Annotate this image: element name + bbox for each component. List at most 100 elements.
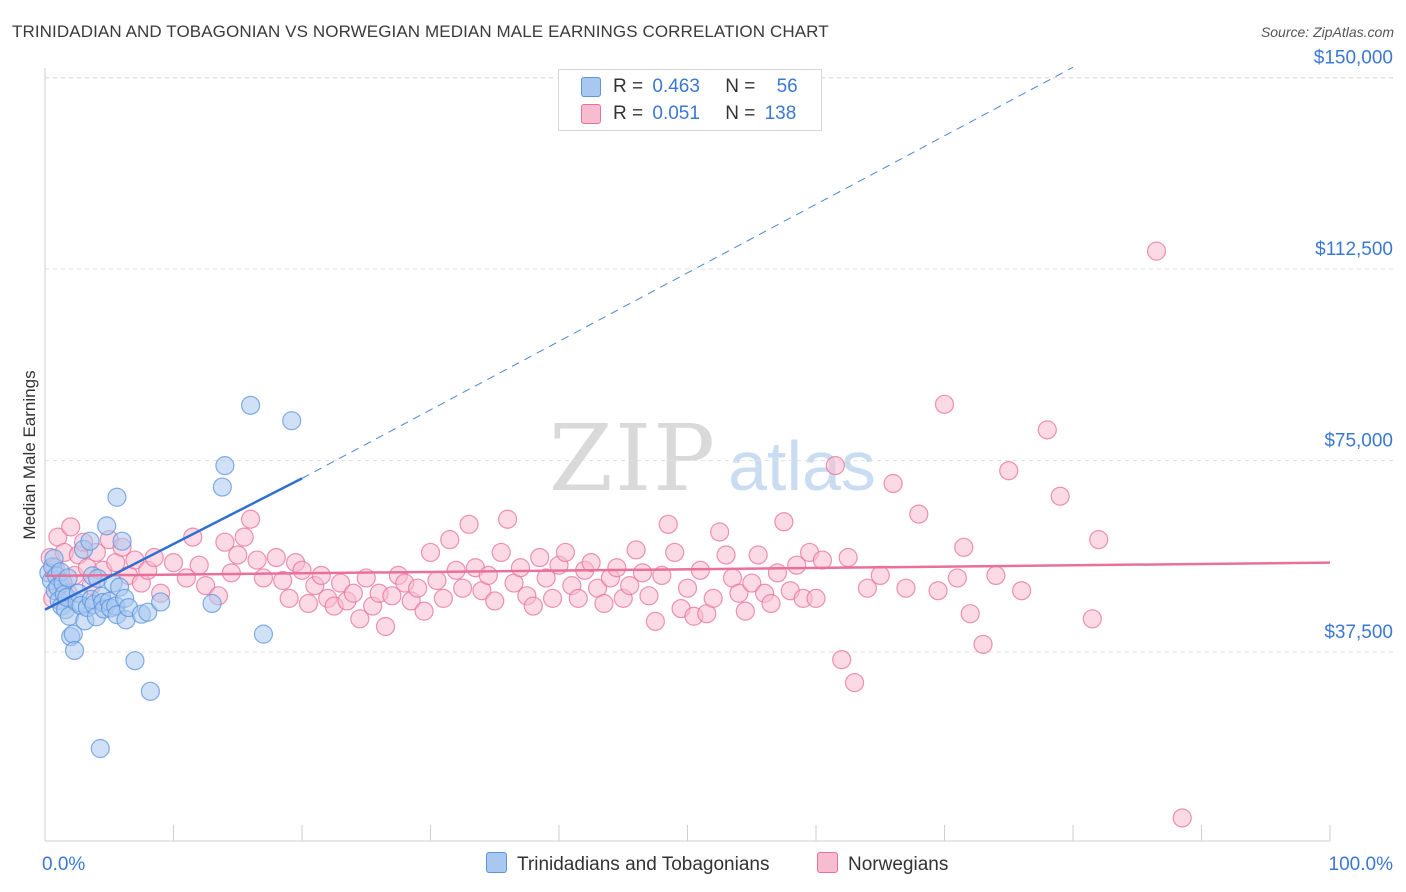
point-norwegian (215, 532, 235, 552)
point-norwegian (1146, 241, 1167, 261)
point-norwegian (498, 509, 518, 529)
point-norwegian (677, 578, 698, 598)
point-norwegian (954, 537, 974, 557)
point-norwegian (658, 514, 678, 534)
point-norwegian (414, 601, 434, 621)
point-norwegian (960, 604, 980, 624)
legend-r-value: 0.463 (652, 76, 700, 97)
point-norwegian (812, 550, 833, 570)
point-norwegian (774, 512, 794, 532)
point-trinidadian (64, 640, 85, 661)
point-norwegian (1037, 420, 1057, 440)
legend-r-label: R = (613, 103, 644, 124)
point-norwegian (626, 540, 646, 560)
point-trinidadian (80, 531, 100, 551)
point-trinidadian (215, 456, 235, 476)
bottom-legend-norwegian: Norwegians (817, 852, 948, 876)
y-tick-label: $37,500 (1324, 622, 1393, 643)
point-norwegian (767, 563, 788, 583)
point-norwegian (748, 545, 768, 565)
point-norwegian (896, 578, 916, 598)
point-norwegian (536, 568, 556, 588)
x-tick-label: 100.0% (1329, 854, 1394, 875)
point-norwegian (999, 461, 1019, 481)
point-norwegian (555, 542, 576, 563)
y-tick-label: $150,000 (1314, 48, 1393, 69)
point-trinidadian (151, 592, 171, 612)
point-norwegian (478, 565, 498, 586)
point-norwegian (639, 586, 659, 606)
point-norwegian (729, 583, 749, 603)
point-norwegian (279, 588, 299, 608)
bottom-legend-swatch-trinidadian (486, 852, 507, 873)
point-norwegian (652, 565, 672, 586)
point-norwegian (228, 545, 248, 565)
point-norwegian (408, 578, 428, 598)
source-label: Source: ZipAtlas.com (1260, 24, 1394, 40)
point-trinidadian (253, 624, 274, 644)
point-norwegian (440, 530, 460, 550)
legend-r-value: 0.051 (652, 103, 700, 124)
point-norwegian (870, 565, 890, 586)
point-norwegian (266, 547, 286, 568)
point-norwegian (311, 565, 331, 586)
trend-line-trinidadian (44, 477, 303, 611)
point-trinidadian (97, 516, 117, 536)
point-norwegian (909, 504, 929, 524)
point-norwegian (427, 570, 447, 591)
point-trinidadian (125, 651, 145, 671)
x-tick-label: 0.0% (42, 854, 85, 875)
point-norwegian (787, 555, 807, 575)
point-norwegian (883, 473, 903, 494)
point-norwegian (607, 558, 627, 578)
point-norwegian (196, 576, 216, 596)
point-norwegian (163, 553, 184, 573)
point-trinidadian (138, 602, 158, 622)
point-norwegian (645, 611, 665, 631)
point-norwegian (947, 568, 967, 588)
point-norwegian (292, 560, 312, 580)
point-norwegian (825, 456, 845, 476)
point-norwegian (350, 609, 370, 629)
y-axis-label: Median Male Earnings (20, 370, 39, 540)
point-norwegian (620, 576, 640, 596)
legend-n-value: 138 (764, 103, 797, 124)
point-norwegian (594, 593, 614, 614)
point-norwegian (485, 591, 505, 611)
point-norwegian (632, 563, 653, 583)
point-trinidadian (107, 487, 127, 507)
correlation-legend: R = 0.463 N = 56 R = 0.051 N = 138 (558, 69, 822, 131)
point-norwegian (253, 568, 274, 588)
point-trinidadian (112, 531, 132, 551)
point-norwegian (234, 527, 254, 547)
point-norwegian (382, 586, 402, 606)
point-norwegian (1082, 609, 1102, 629)
point-trinidadian (140, 681, 160, 701)
y-tick-label: $112,500 (1315, 239, 1393, 260)
bottom-legend-swatch-norwegian (817, 852, 838, 873)
point-norwegian (61, 517, 81, 537)
point-norwegian (459, 514, 479, 534)
point-norwegian (453, 578, 473, 598)
point-trinidadian (212, 477, 232, 497)
point-norwegian (1050, 486, 1070, 506)
point-norwegian (491, 542, 511, 563)
bottom-legend-label: Trinidadians and Tobagonians (517, 854, 770, 875)
point-norwegian (530, 547, 550, 568)
watermark-zip: ZIP (549, 405, 717, 512)
point-norwegian (273, 570, 293, 591)
point-trinidadian (90, 738, 110, 759)
watermark-atlas: atlas (728, 427, 876, 505)
trend-line-trinidadian-extension (301, 66, 1074, 479)
point-trinidadian (241, 395, 261, 415)
point-norwegian (375, 616, 396, 637)
point-norwegian (433, 588, 453, 608)
trend-line-norwegian (44, 561, 1331, 578)
bottom-legend-label: Norwegians (848, 854, 949, 875)
point-norwegian (1011, 581, 1032, 601)
point-norwegian (806, 588, 826, 608)
point-norwegian (420, 542, 441, 563)
point-norwegian (1089, 530, 1109, 550)
point-norwegian (189, 555, 209, 575)
